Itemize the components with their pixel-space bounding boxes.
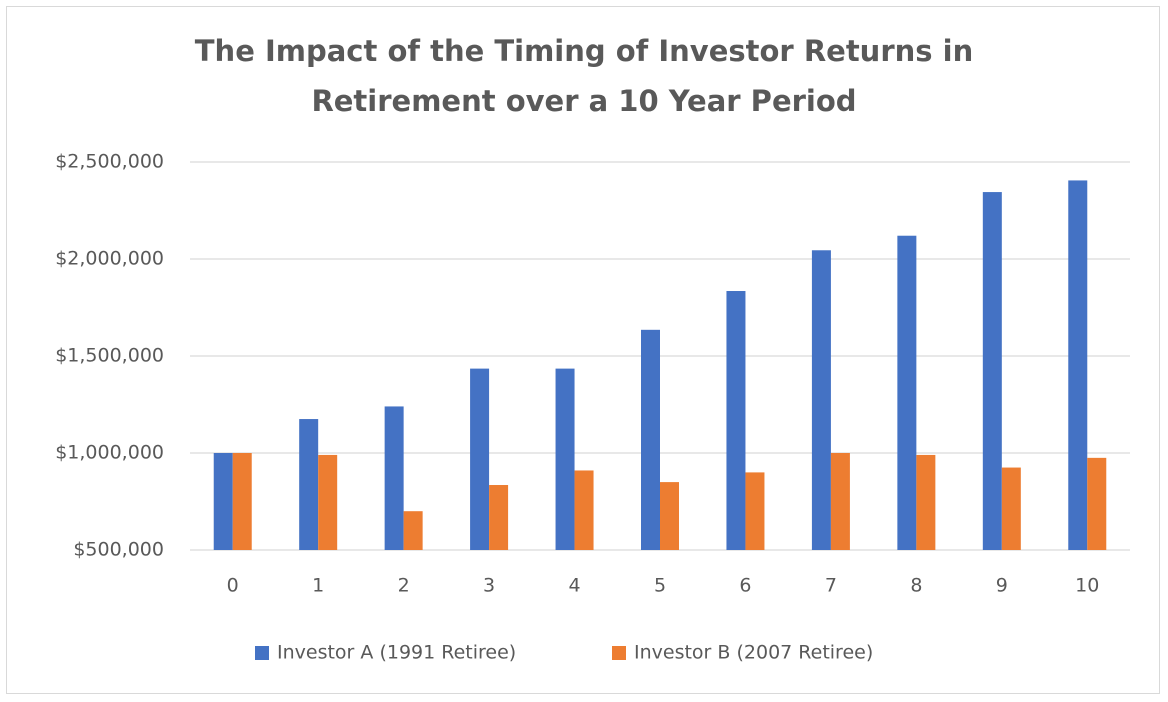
y-tick-label: $2,000,000 — [55, 248, 164, 270]
bar — [641, 329, 660, 550]
bar — [213, 453, 233, 550]
bar — [555, 368, 575, 550]
bar — [830, 453, 850, 550]
bar — [726, 291, 746, 550]
y-tick-label: $500,000 — [73, 539, 164, 561]
bar — [1001, 467, 1021, 550]
legend-swatch — [612, 646, 626, 660]
bar — [470, 368, 490, 550]
y-tick-label: $1,000,000 — [55, 442, 164, 464]
y-tick-label: $2,500,000 — [55, 151, 164, 173]
bar — [1068, 180, 1088, 550]
bar — [916, 454, 936, 550]
bar — [982, 192, 1002, 550]
chart-border — [6, 6, 1160, 694]
bar — [384, 406, 404, 550]
x-tick-label: 10 — [1075, 575, 1099, 597]
x-tick-label: 0 — [227, 575, 239, 597]
x-tick-label: 9 — [996, 575, 1008, 597]
bar — [811, 250, 831, 550]
bar — [897, 235, 917, 550]
bar — [232, 453, 252, 550]
bar — [574, 470, 594, 550]
legend-label: Investor A (1991 Retiree) — [277, 642, 516, 664]
bar — [318, 454, 338, 550]
x-tick-label: 5 — [654, 575, 666, 597]
x-tick-label: 3 — [483, 575, 495, 597]
legend-label: Investor B (2007 Retiree) — [634, 642, 873, 664]
x-tick-label: 7 — [825, 575, 837, 597]
x-tick-label: 2 — [398, 575, 410, 597]
chart-title: The Impact of the Timing of Investor Ret… — [194, 34, 974, 118]
bar — [660, 482, 679, 550]
x-tick-label: 1 — [312, 575, 324, 597]
bar — [489, 485, 509, 550]
bar — [1087, 457, 1107, 550]
x-tick-label: 8 — [910, 575, 922, 597]
bar — [745, 472, 765, 550]
x-tick-label: 4 — [568, 575, 580, 597]
y-tick-label: $1,500,000 — [55, 345, 164, 367]
bar — [403, 511, 423, 550]
bar — [299, 419, 319, 550]
legend-swatch — [255, 646, 269, 660]
x-tick-label: 6 — [739, 575, 751, 597]
